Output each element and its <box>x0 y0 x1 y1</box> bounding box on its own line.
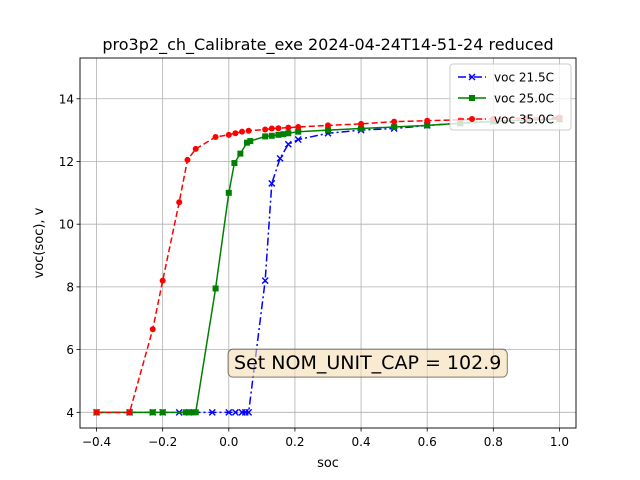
data-point <box>225 408 233 416</box>
x-tick-label: 0.0 <box>219 435 238 449</box>
data-point <box>275 131 282 138</box>
series-voc-35-0c <box>93 114 563 416</box>
data-point <box>268 179 276 187</box>
y-tick-label: 10 <box>59 218 74 232</box>
x-axis-ticks: −0.4 −0.2 0.0 0.2 0.4 0.6 0.8 1.0 <box>82 428 569 449</box>
data-point <box>186 409 193 416</box>
legend: voc 21.5C voc 25.0C voc 35.0C <box>449 63 572 131</box>
x-tick-label: 0.8 <box>484 435 503 449</box>
x-tick-label: 0.4 <box>352 435 371 449</box>
data-point <box>262 126 269 133</box>
data-point <box>239 128 246 135</box>
data-point <box>149 409 156 416</box>
legend-box <box>449 63 572 131</box>
y-tick-label: 14 <box>59 92 74 106</box>
legend-label: voc 21.5C <box>494 71 554 85</box>
data-point <box>231 408 239 416</box>
legend-entry: voc 25.0C <box>458 92 554 106</box>
x-tick-label: −0.2 <box>148 435 177 449</box>
series-layer <box>93 114 563 416</box>
data-point <box>358 120 365 127</box>
data-point <box>325 127 331 134</box>
data-point <box>93 409 100 416</box>
data-point <box>225 131 232 138</box>
data-point <box>212 134 219 141</box>
data-point <box>391 123 398 130</box>
data-point <box>237 150 244 157</box>
chart-title: pro3p2_ch_Calibrate_exe 2024-04-24T14-51… <box>102 35 553 55</box>
y-tick-label: 6 <box>66 343 74 357</box>
data-point <box>192 409 199 416</box>
data-point <box>358 125 365 132</box>
annotation-text: Set NOM_UNIT_CAP = 102.9 <box>234 352 501 374</box>
data-point <box>231 160 238 167</box>
data-point <box>268 132 275 139</box>
plot-frame <box>79 57 577 429</box>
data-point <box>280 131 287 138</box>
data-point <box>149 326 156 333</box>
data-point <box>424 122 431 129</box>
series-voc-25-0c <box>93 116 563 416</box>
y-axis-ticks: 4 6 8 10 12 14 <box>59 92 80 420</box>
data-point <box>295 123 302 130</box>
y-axis-label: voc(soc), v <box>32 207 47 278</box>
data-point <box>261 277 269 285</box>
x-axis-label: soc <box>317 456 339 471</box>
data-point <box>285 130 292 137</box>
data-point <box>245 127 252 134</box>
y-tick-label: 4 <box>66 406 74 420</box>
x-tick-label: 1.0 <box>550 435 569 449</box>
legend-marker <box>469 95 475 101</box>
x-tick-label: 0.2 <box>285 435 304 449</box>
data-point <box>232 130 239 137</box>
data-point <box>325 122 331 129</box>
data-point <box>245 408 253 416</box>
annotation-background <box>227 348 508 378</box>
x-tick-label: 0.6 <box>418 435 437 449</box>
data-point <box>424 117 431 124</box>
data-point <box>295 128 302 135</box>
data-point <box>176 199 183 206</box>
legend-label: voc 25.0C <box>494 92 554 106</box>
y-tick-label: 12 <box>59 155 74 169</box>
data-point <box>284 140 292 148</box>
legend-marker <box>469 116 475 122</box>
data-point <box>275 125 282 132</box>
data-point <box>189 409 196 416</box>
data-point <box>225 189 232 196</box>
data-point <box>159 409 166 416</box>
data-point <box>184 156 191 163</box>
data-point <box>126 409 133 416</box>
data-point <box>276 154 284 162</box>
data-point <box>262 133 269 140</box>
y-tick-label: 8 <box>66 280 74 294</box>
data-point <box>268 125 275 132</box>
legend-entry: voc 35.0C <box>458 113 554 127</box>
data-point <box>192 145 199 152</box>
x-tick-label: −0.4 <box>82 435 111 449</box>
data-point <box>182 409 189 416</box>
annotation-box: Set NOM_UNIT_CAP = 102.9 <box>227 348 508 378</box>
data-point <box>159 277 166 284</box>
legend-label: voc 35.0C <box>494 113 554 127</box>
legend-marker <box>468 73 476 81</box>
data-point <box>285 124 292 131</box>
legend-entry: voc 21.5C <box>458 71 554 85</box>
data-point <box>294 136 302 144</box>
data-point <box>208 408 216 416</box>
data-point <box>212 285 219 292</box>
data-point <box>247 138 254 145</box>
data-point <box>243 139 250 146</box>
data-point <box>391 118 398 125</box>
